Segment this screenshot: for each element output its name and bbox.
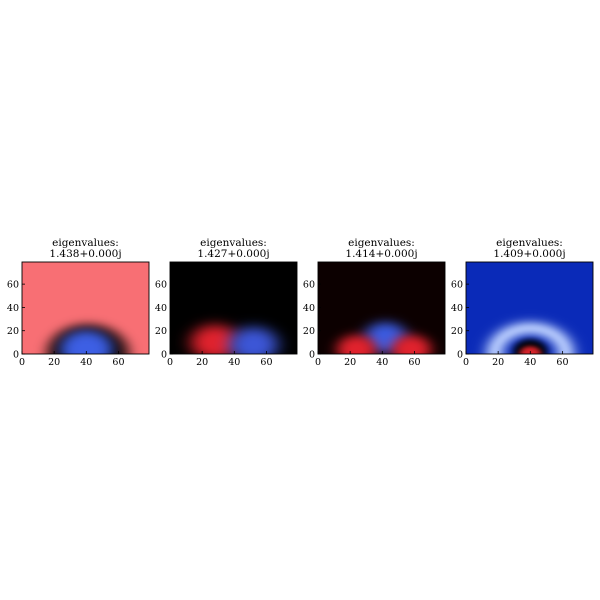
x-tick-label: 0 [315,357,321,368]
y-tick-label: 40 [7,303,19,314]
x-tick-label: 40 [376,357,388,368]
panel-title-line: eigenvalues: [496,237,563,249]
panel-1: eigenvalues:1.438+0.000j 0 20 40 60 0 20 40 60 [7,237,150,368]
y-tick-label: 60 [7,280,19,291]
axes-frame [317,261,446,355]
heatmap-image [170,262,297,354]
panel-title-line: 1.409+0.000j [493,248,565,260]
x-tick-label: 20 [196,357,208,368]
x-tick-label: 40 [228,357,240,368]
x-tick-label: 40 [524,357,536,368]
panel-3: eigenvalues:1.414+0.000j 0 20 40 60 0 20 40 60 [303,237,446,368]
x-tick-label: 0 [19,357,25,368]
y-tick-label: 40 [451,303,463,314]
y-tick-label: 60 [451,280,463,291]
y-tick-label: 20 [7,326,19,337]
y-tick-label: 0 [457,350,463,361]
y-tick-label: 20 [303,326,315,337]
y-tick-label: 60 [303,280,315,291]
x-tick-label: 20 [344,357,356,368]
y-tick-label: 20 [155,326,167,337]
panel-4: eigenvalues:1.409+0.000j 0 20 40 60 0 20 40 60 [451,237,594,368]
y-tick-label: 0 [161,350,167,361]
y-tick-label: 60 [155,280,167,291]
heatmap-image [22,262,149,354]
y-tick-label: 40 [303,303,315,314]
x-tick-label: 60 [112,357,124,368]
y-tick-label: 20 [451,326,463,337]
x-tick-label: 20 [492,357,504,368]
panel-title-line: 1.414+0.000j [345,248,417,260]
x-tick-label: 60 [260,357,272,368]
x-tick-label: 0 [463,357,469,368]
x-tick-label: 40 [80,357,92,368]
y-tick-label: 40 [155,303,167,314]
panel-title-line: 1.427+0.000j [197,248,269,260]
heatmap-image [466,262,593,354]
axes-frame [169,261,298,355]
x-tick-label: 0 [167,357,173,368]
y-tick-label: 0 [13,350,19,361]
panel-2: eigenvalues:1.427+0.000j 0 20 40 60 0 20 40 60 [155,237,298,368]
axes-frame [465,261,594,355]
panel-title-line: eigenvalues: [52,237,119,249]
heatmap-image [318,262,445,354]
x-tick-label: 20 [48,357,60,368]
panel-title-line: eigenvalues: [348,237,415,249]
x-tick-label: 60 [556,357,568,368]
x-tick-label: 60 [408,357,420,368]
panel-title-line: eigenvalues: [200,237,267,249]
y-tick-label: 0 [309,350,315,361]
axes-frame [21,261,150,355]
panel-title-line: 1.438+0.000j [49,248,121,260]
